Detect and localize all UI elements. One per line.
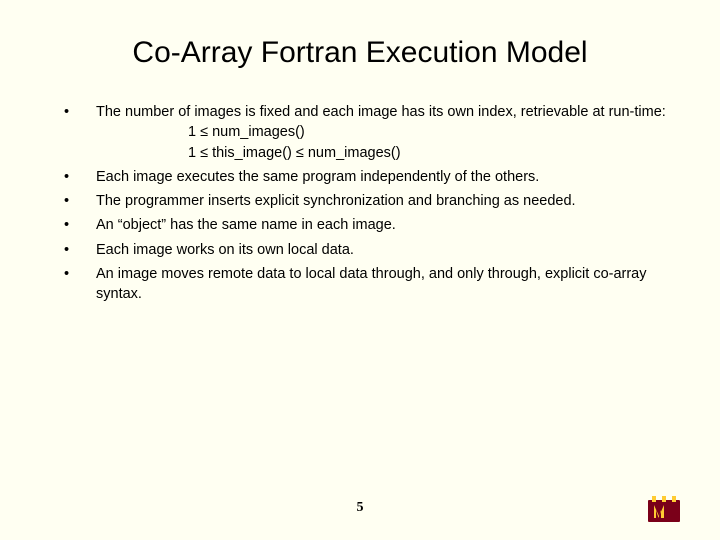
bullet-text: The number of images is fixed and each i… (96, 102, 670, 163)
bullet-icon: • (62, 240, 96, 260)
bullet-icon: • (62, 215, 96, 235)
bullet-text: The programmer inserts explicit synchron… (96, 191, 670, 211)
bullet-icon: • (62, 167, 96, 187)
slide: Co-Array Fortran Execution Model • The n… (0, 0, 720, 540)
bullet-list: • The number of images is fixed and each… (50, 102, 670, 305)
list-item: • The programmer inserts explicit synchr… (62, 191, 670, 211)
list-item: • An image moves remote data to local da… (62, 264, 670, 305)
list-item: • An “object” has the same name in each … (62, 215, 670, 235)
list-item: • Each image executes the same program i… (62, 167, 670, 187)
bullet-subline: 1 ≤ num_images() (96, 122, 670, 142)
list-item: • The number of images is fixed and each… (62, 102, 670, 163)
bullet-text: Each image works on its own local data. (96, 240, 670, 260)
list-item: • Each image works on its own local data… (62, 240, 670, 260)
bullet-main-text: The number of images is fixed and each i… (96, 104, 666, 120)
slide-title: Co-Array Fortran Execution Model (50, 36, 670, 70)
bullet-icon: • (62, 264, 96, 305)
bullet-icon: • (62, 191, 96, 211)
page-number: 5 (0, 500, 720, 516)
bullet-text: An image moves remote data to local data… (96, 264, 670, 305)
bullet-text: Each image executes the same program ind… (96, 167, 670, 187)
bullet-icon: • (62, 102, 96, 163)
umn-logo-icon (648, 496, 680, 522)
bullet-text: An “object” has the same name in each im… (96, 215, 670, 235)
bullet-subline: 1 ≤ this_image() ≤ num_images() (96, 143, 670, 163)
